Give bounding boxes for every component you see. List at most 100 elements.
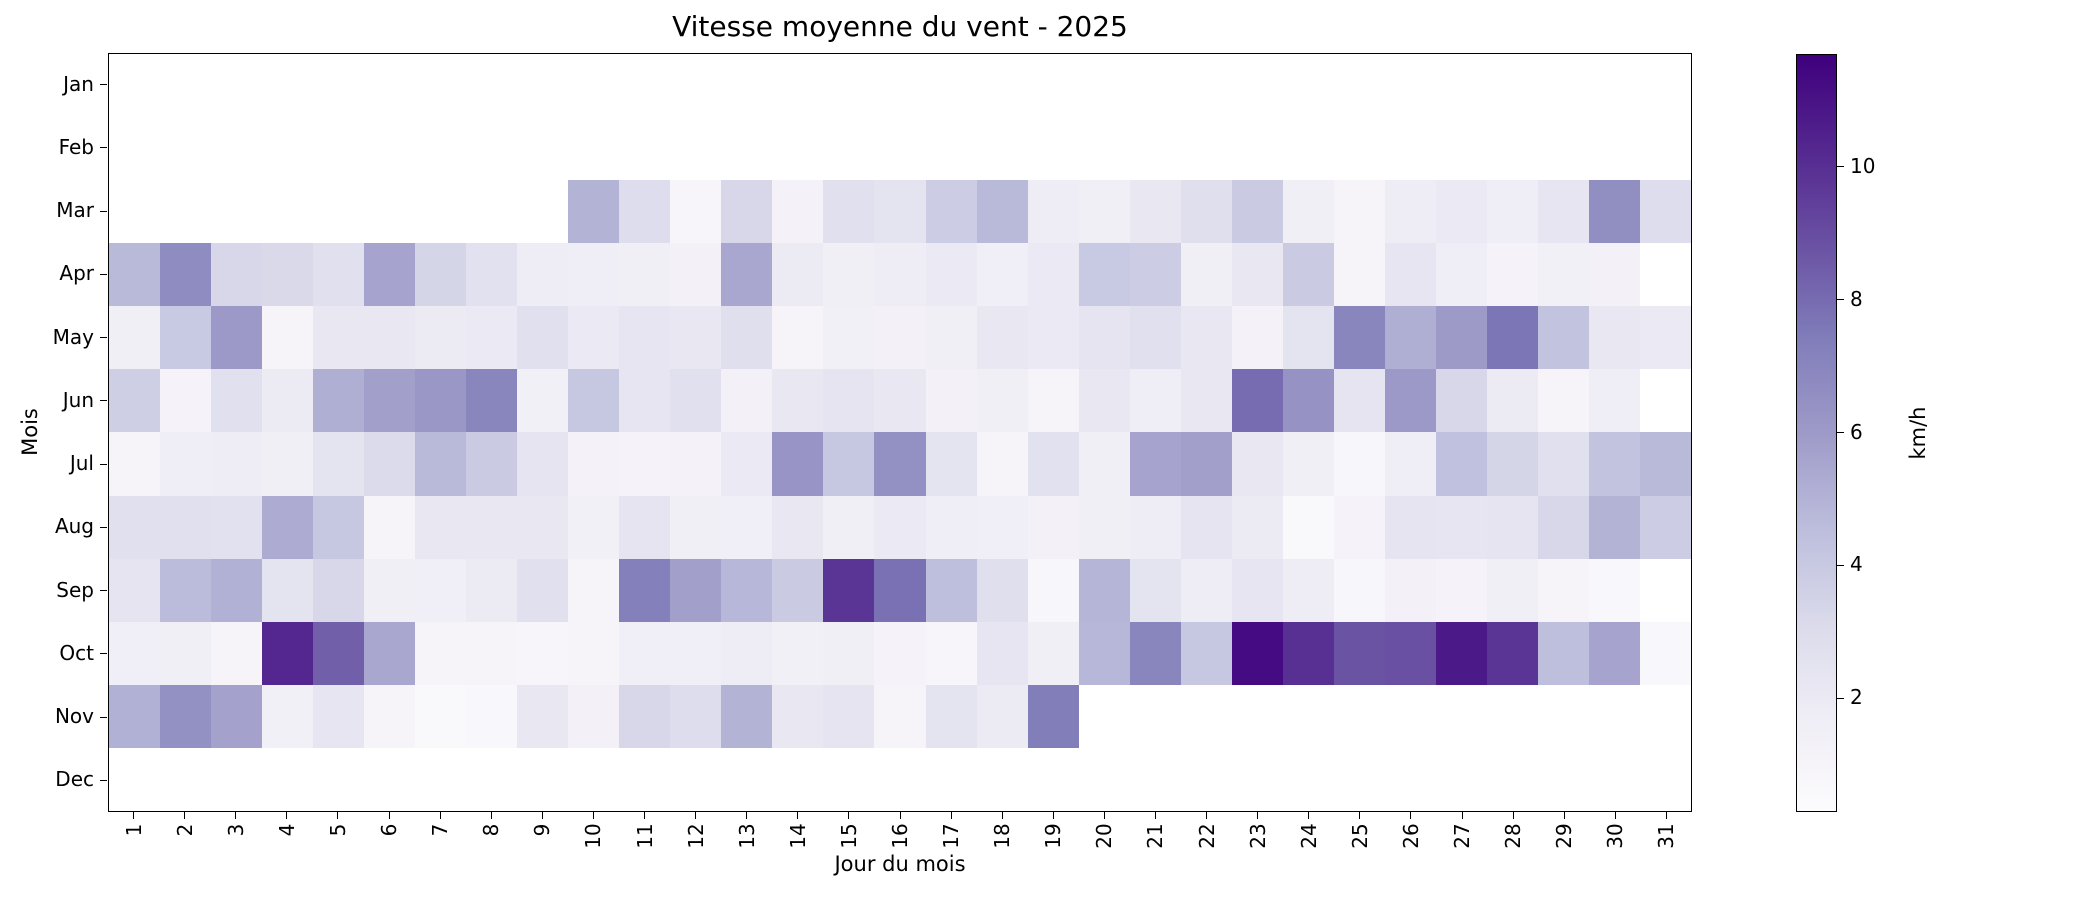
heatmap-cell: [1639, 369, 1691, 433]
heatmap-cell: [1384, 117, 1436, 181]
heatmap-cell: [1435, 621, 1487, 685]
colorbar-tick-label: 10: [1850, 153, 1876, 178]
x-tick-mark: [592, 812, 594, 819]
heatmap-cell: [160, 432, 212, 496]
heatmap-cell: [670, 621, 722, 685]
heatmap-cell: [1486, 180, 1538, 244]
heatmap-cell: [466, 243, 518, 307]
heatmap-cell: [517, 621, 569, 685]
heatmap-cell: [721, 243, 773, 307]
heatmap-cell: [1435, 369, 1487, 433]
heatmap-cell: [1588, 495, 1640, 559]
heatmap-cell: [1027, 684, 1079, 748]
heatmap-cell: [1435, 495, 1487, 559]
heatmap-cell: [772, 54, 824, 118]
y-tick-label: May: [52, 324, 94, 349]
heatmap-cell: [1282, 54, 1334, 118]
heatmap-cell: [1027, 495, 1079, 559]
heatmap-cell: [466, 306, 518, 370]
heatmap-cell: [1486, 117, 1538, 181]
heatmap-cell: [517, 243, 569, 307]
x-tick-mark: [133, 812, 135, 819]
heatmap-cell: [517, 684, 569, 748]
heatmap-cell: [1537, 306, 1589, 370]
heatmap-cell: [1027, 180, 1079, 244]
heatmap-cell: [721, 369, 773, 433]
heatmap-cell: [211, 621, 263, 685]
heatmap-cell: [874, 747, 926, 811]
heatmap-cell: [1384, 54, 1436, 118]
heatmap-cell: [1639, 243, 1691, 307]
heatmap-cell: [1129, 180, 1181, 244]
heatmap-cell: [721, 495, 773, 559]
heatmap-cell: [1588, 243, 1640, 307]
heatmap-cell: [1384, 243, 1436, 307]
heatmap-cell: [670, 558, 722, 622]
heatmap-cell: [313, 369, 365, 433]
x-tick-label: 1: [121, 823, 146, 837]
heatmap-cell: [466, 495, 518, 559]
heatmap-cell: [1486, 558, 1538, 622]
heatmap-cell: [1588, 747, 1640, 811]
x-tick-mark: [337, 812, 339, 819]
heatmap-cell: [466, 54, 518, 118]
heatmap-cell: [1180, 306, 1232, 370]
heatmap-cell: [976, 558, 1028, 622]
y-tick-label: Feb: [58, 134, 94, 159]
heatmap-cell: [823, 621, 875, 685]
heatmap-cell: [1078, 684, 1130, 748]
heatmap-cell: [415, 369, 467, 433]
x-tick-mark: [644, 812, 646, 819]
heatmap-cell: [1231, 432, 1283, 496]
heatmap-cell: [823, 684, 875, 748]
heatmap-cell: [976, 495, 1028, 559]
heatmap-cell: [1180, 117, 1232, 181]
heatmap-cell: [670, 369, 722, 433]
heatmap-cell: [1231, 243, 1283, 307]
heatmap-cell: [925, 243, 977, 307]
heatmap-cell: [823, 558, 875, 622]
heatmap-cell: [1027, 747, 1079, 811]
colorbar-tick-label: 4: [1850, 552, 1863, 577]
heatmap-cell: [619, 558, 671, 622]
heatmap-cell: [466, 747, 518, 811]
heatmap-cell: [823, 747, 875, 811]
y-tick-mark: [100, 273, 107, 275]
x-axis-label: Jour du mois: [834, 852, 966, 876]
heatmap-cell: [160, 369, 212, 433]
heatmap-cell: [1180, 243, 1232, 307]
heatmap-cell: [1282, 432, 1334, 496]
heatmap-cell: [1333, 684, 1385, 748]
heatmap-cell: [1537, 117, 1589, 181]
x-tick-label: 23: [1245, 823, 1270, 849]
heatmap-cell: [1435, 117, 1487, 181]
heatmap-cell: [415, 243, 467, 307]
heatmap-cell: [670, 432, 722, 496]
heatmap-cell: [1282, 180, 1334, 244]
heatmap-cell: [1588, 558, 1640, 622]
heatmap-cell: [823, 432, 875, 496]
heatmap-cell: [874, 558, 926, 622]
heatmap-cell: [415, 117, 467, 181]
heatmap-cell: [1231, 54, 1283, 118]
heatmap-cell: [1537, 54, 1589, 118]
heatmap-cell: [1231, 558, 1283, 622]
heatmap-cell: [721, 180, 773, 244]
x-tick-mark: [1001, 812, 1003, 819]
heatmap-cell: [1027, 117, 1079, 181]
heatmap-cell: [1129, 369, 1181, 433]
heatmap-cell: [415, 432, 467, 496]
heatmap-cell: [1333, 54, 1385, 118]
y-tick-label: Jul: [69, 451, 94, 476]
x-tick-mark: [235, 812, 237, 819]
heatmap-cell: [568, 243, 620, 307]
x-tick-label: 11: [632, 823, 657, 849]
heatmap-cell: [1129, 558, 1181, 622]
heatmap-cell: [772, 684, 824, 748]
heatmap-cell: [568, 495, 620, 559]
heatmap-cell: [670, 495, 722, 559]
heatmap-cell: [364, 684, 416, 748]
y-tick-label: Aug: [54, 514, 94, 539]
x-tick-mark: [1410, 812, 1412, 819]
heatmap-cell: [1639, 117, 1691, 181]
